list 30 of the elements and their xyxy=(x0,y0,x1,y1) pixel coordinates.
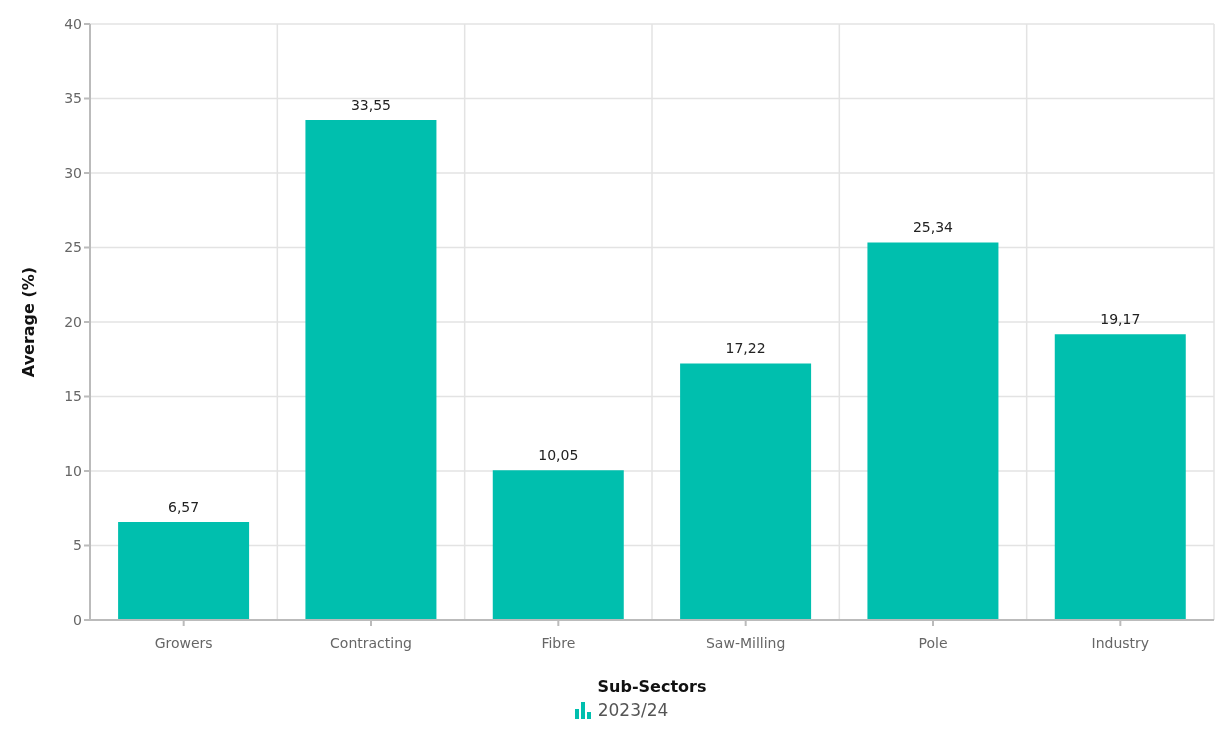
x-tick-label: Saw-Milling xyxy=(705,634,786,651)
x-tick-label: Growers xyxy=(154,634,213,651)
x-axis-title: Sub-Sectors xyxy=(597,677,707,696)
bar xyxy=(680,363,812,620)
bar xyxy=(305,120,437,620)
data-label: 19,17 xyxy=(1100,311,1141,328)
y-tick-label: 20 xyxy=(64,313,82,330)
y-tick-label: 35 xyxy=(64,90,82,107)
y-tick-label: 30 xyxy=(64,164,82,181)
x-tick-label: Industry xyxy=(1091,634,1150,651)
data-label: 33,55 xyxy=(350,97,391,114)
bar xyxy=(867,242,999,620)
y-tick-label: 10 xyxy=(64,462,82,479)
bar xyxy=(1054,334,1186,620)
y-tick-label: 40 xyxy=(64,15,82,32)
x-tick-label: Contracting xyxy=(330,634,412,651)
data-label: 17,22 xyxy=(725,340,766,357)
y-axis-title: Average (%) xyxy=(18,266,38,378)
x-tick-label: Pole xyxy=(918,634,948,651)
data-label: 25,34 xyxy=(912,219,954,236)
bar xyxy=(118,522,250,620)
y-tick-label: 5 xyxy=(73,537,82,554)
data-label: 6,57 xyxy=(168,499,200,516)
legend-label: 2023/24 xyxy=(597,700,669,720)
y-tick-label: 0 xyxy=(73,611,82,628)
bar xyxy=(492,470,624,620)
y-tick-label: 15 xyxy=(64,388,82,405)
x-tick-label: Fibre xyxy=(541,634,576,651)
data-label: 10,05 xyxy=(538,447,579,464)
y-tick-label: 25 xyxy=(64,239,82,256)
